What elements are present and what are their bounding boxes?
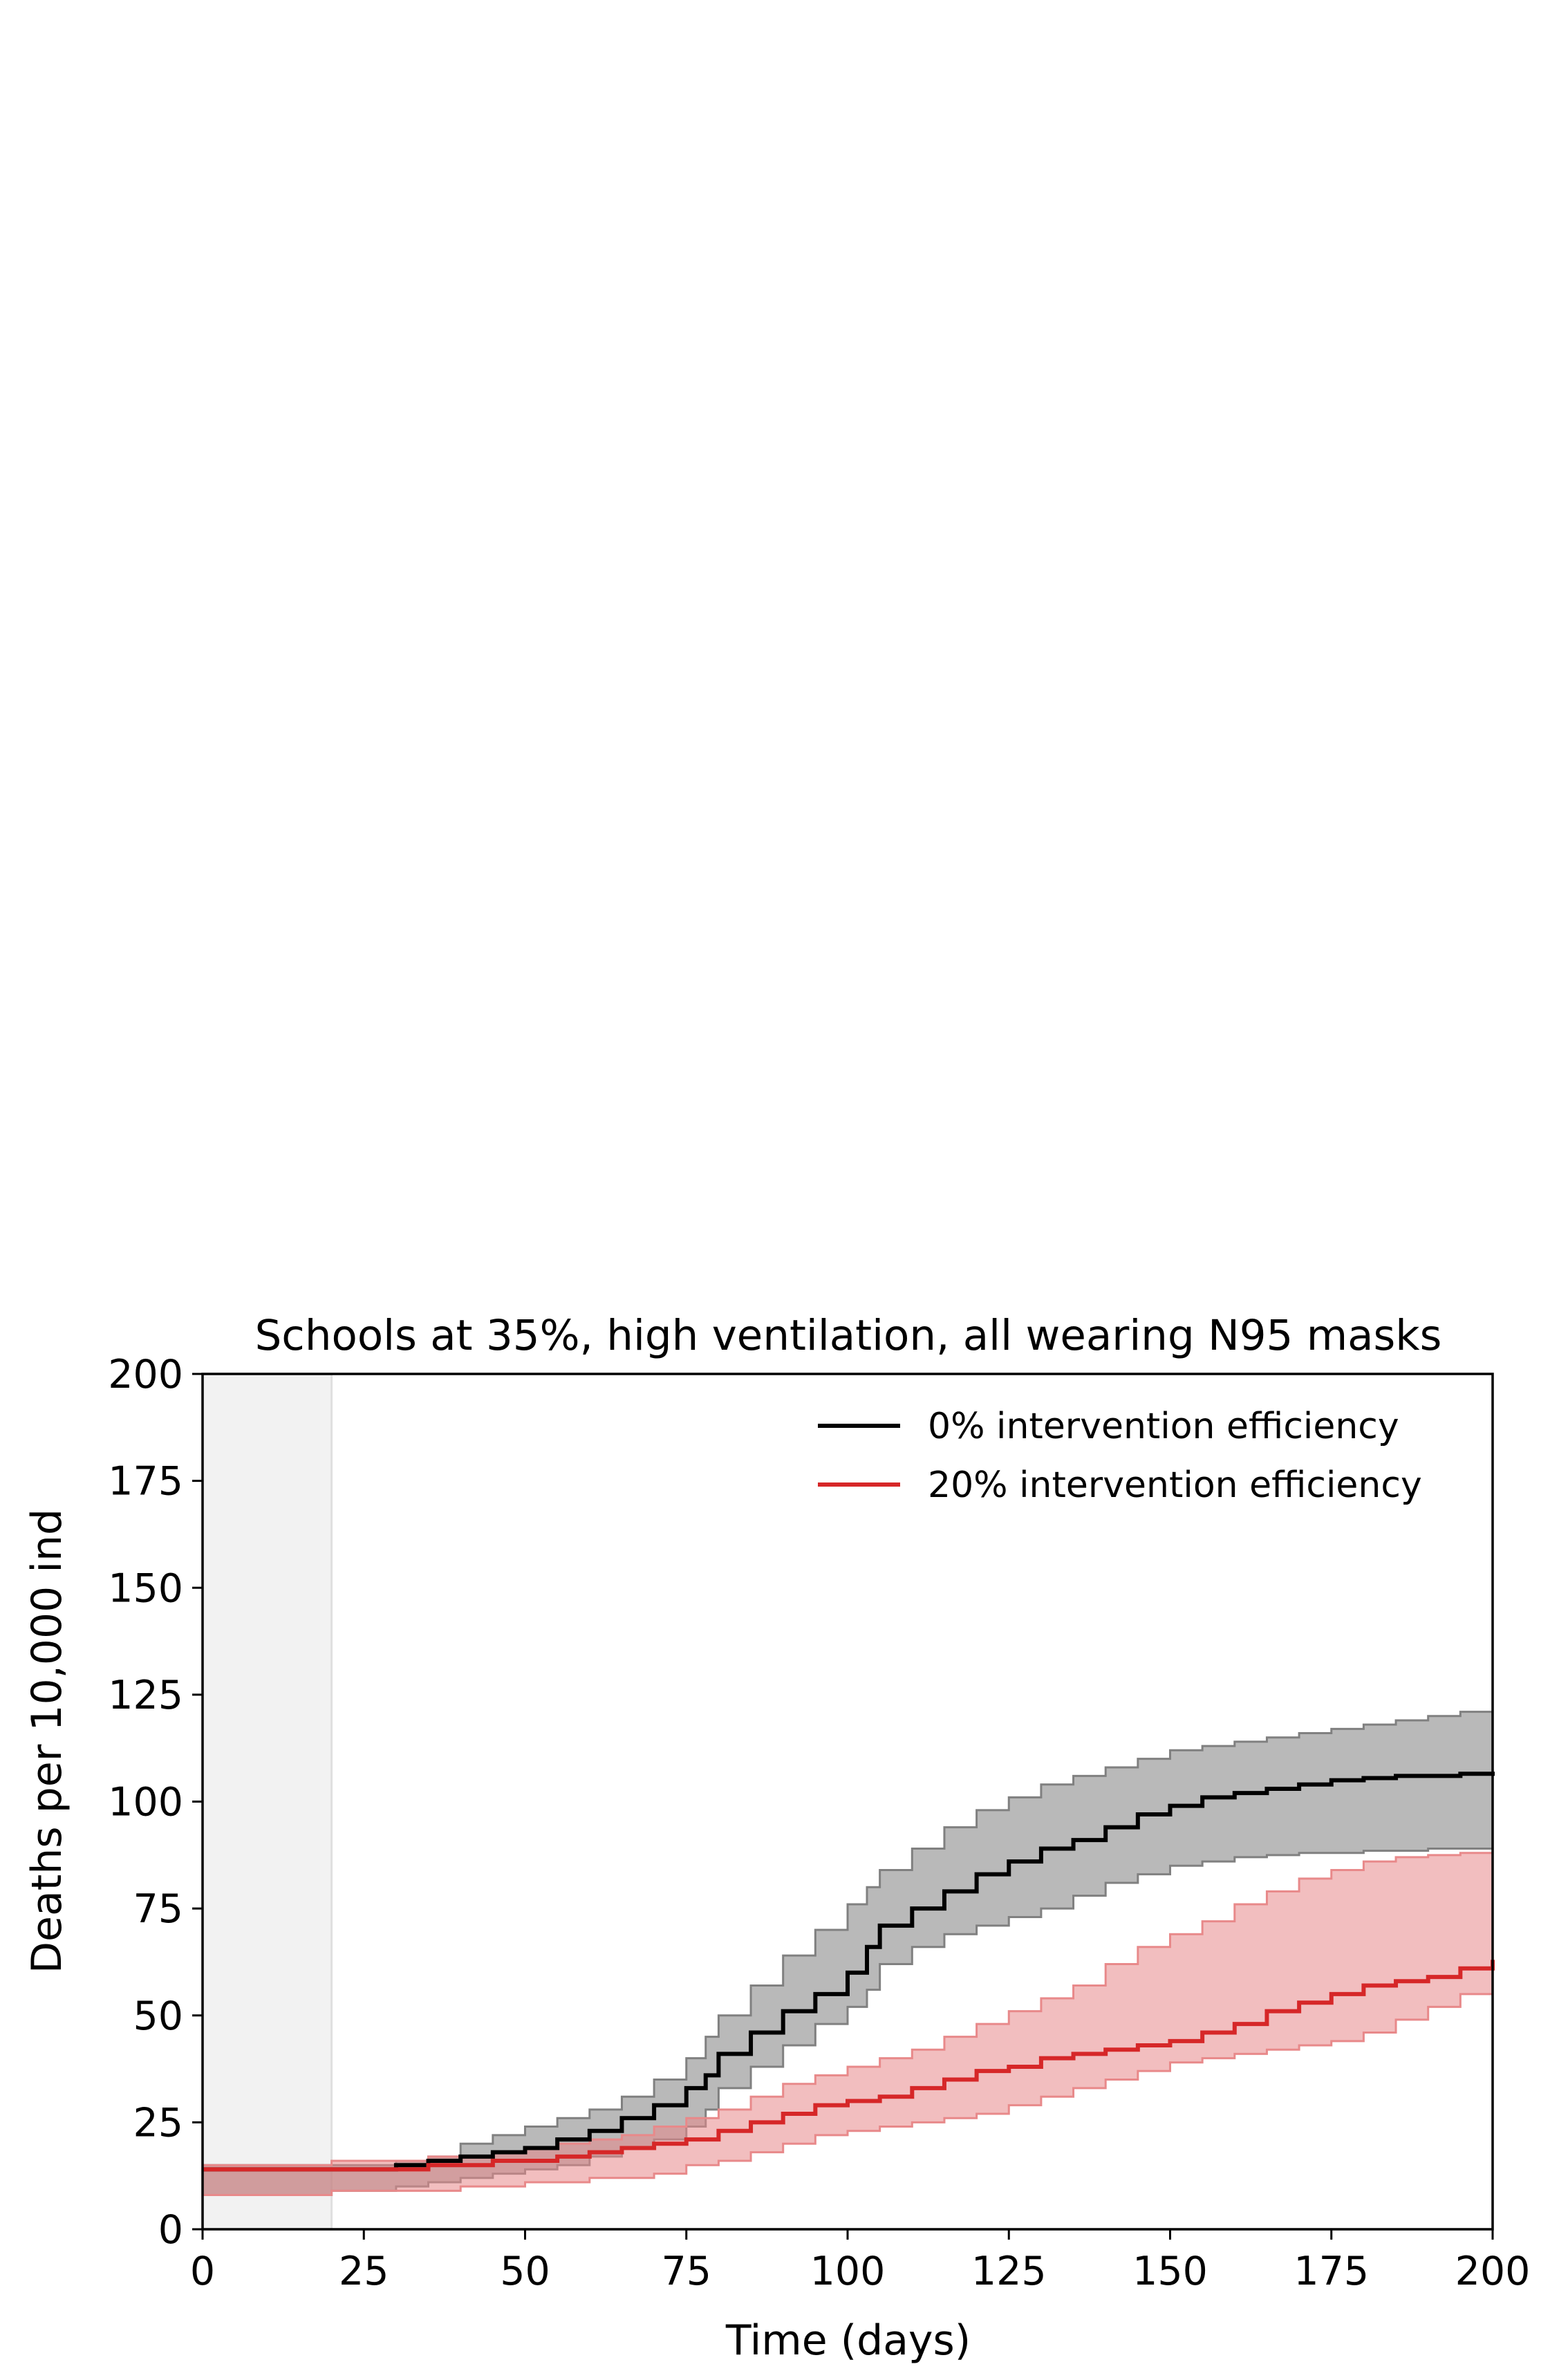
x-tick-label: 175 (1294, 2249, 1369, 2294)
x-tick-label: 75 (661, 2249, 711, 2294)
y-tick-label: 50 (133, 1993, 183, 2039)
y-tick-label: 150 (108, 1565, 183, 1611)
y-tick-label: 125 (108, 1673, 183, 1718)
y-tick-label: 75 (133, 1886, 183, 1932)
y-tick-label: 0 (158, 2207, 183, 2253)
x-tick-label: 200 (1455, 2249, 1531, 2294)
x-tick-label: 125 (971, 2249, 1047, 2294)
x-tick-label: 150 (1132, 2249, 1208, 2294)
legend: 0% intervention efficiency 20% interventi… (818, 1406, 1422, 1506)
series-0-line (203, 1772, 1495, 2172)
y-tick-label: 175 (108, 1459, 183, 1505)
x-tick-label: 50 (500, 2249, 550, 2294)
x-tick-label: 25 (339, 2249, 389, 2294)
plot-area (201, 1373, 1495, 2231)
y-axis-ticks: 0 25 50 75 100 125 150 175 200 (108, 1352, 203, 2253)
shaded-region (203, 1374, 332, 2229)
legend-label-0: 0% intervention efficiency (928, 1406, 1399, 1447)
y-axis-label: Deaths per 10,000 ind (23, 1509, 71, 1973)
x-tick-label: 0 (190, 2249, 215, 2294)
x-axis-label: Time (days) (725, 2316, 971, 2365)
y-tick-label: 25 (133, 2100, 183, 2146)
chart-title: Schools at 35%, high ventilation, all we… (255, 1311, 1442, 1360)
series-1-line (203, 1960, 1495, 2172)
y-tick-label: 100 (108, 1780, 183, 1825)
y-tick-label: 200 (108, 1352, 183, 1397)
x-tick-label: 100 (810, 2249, 886, 2294)
x-axis-ticks: 0 25 50 75 100 125 150 175 200 (190, 2229, 1531, 2294)
legend-label-1: 20% intervention efficiency (928, 1465, 1422, 1506)
